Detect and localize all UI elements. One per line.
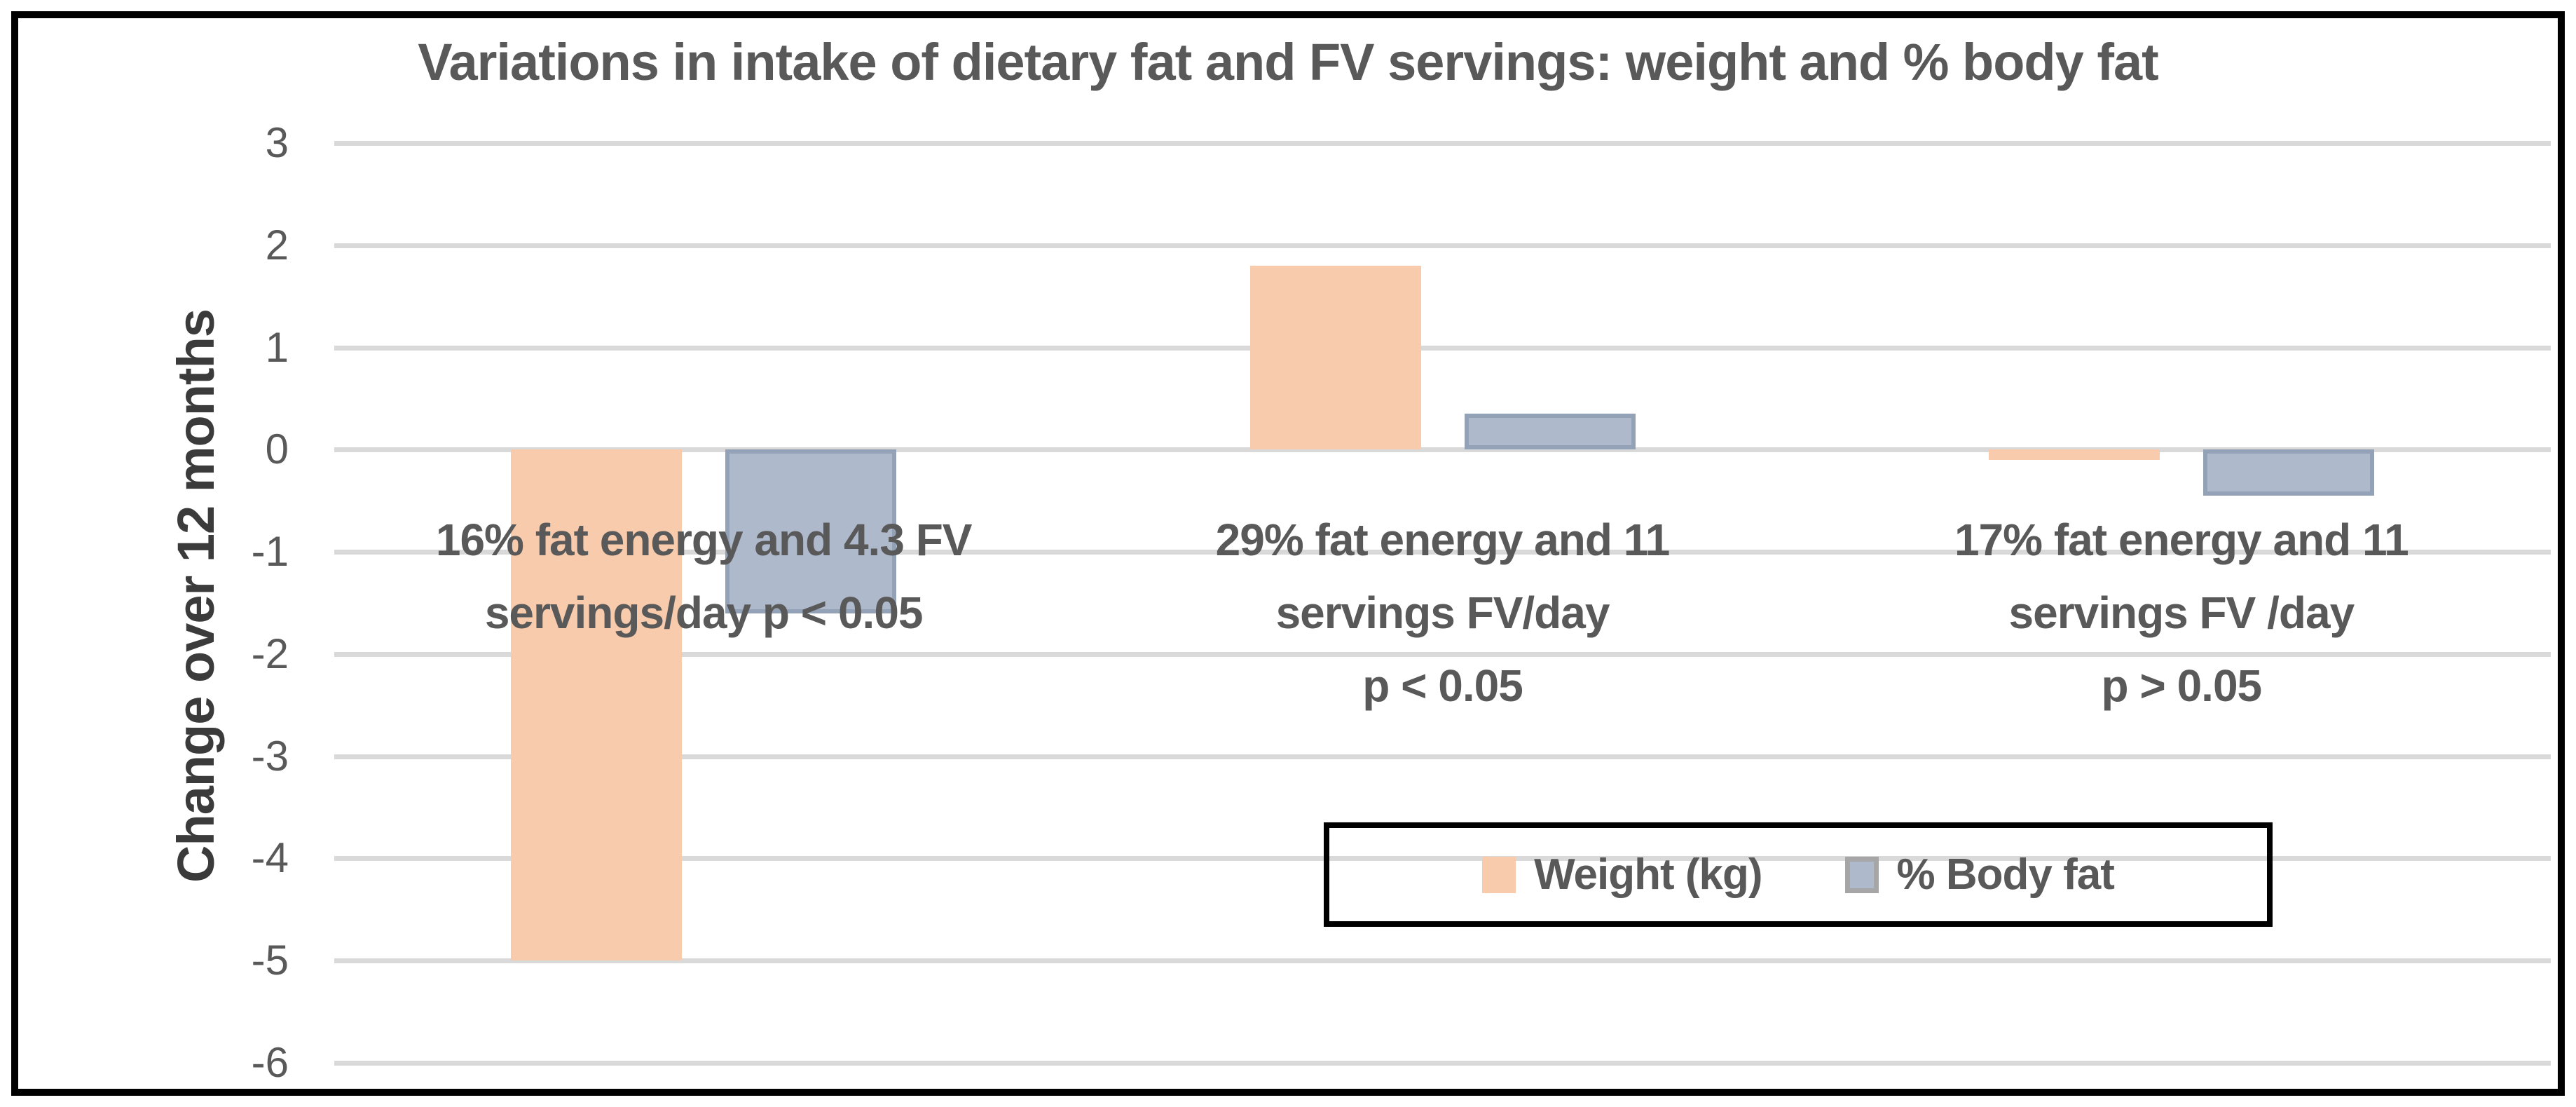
y-tick-label: -4 (251, 834, 289, 882)
legend-swatch-icon (1844, 856, 1879, 893)
bar--body-fat-group-3 (2202, 449, 2374, 496)
y-tick-label: -1 (251, 528, 289, 576)
gridline-y--1 (334, 550, 2551, 555)
legend-label: Weight (kg) (1534, 850, 1762, 899)
bar--body-fat-group-2 (1464, 414, 1636, 450)
y-tick-label: 0 (265, 426, 289, 473)
gridline-y-3 (334, 141, 2551, 146)
gridline-y--6 (334, 1061, 2551, 1066)
gridline-y-0 (334, 447, 2551, 453)
gridline-y--5 (334, 958, 2551, 964)
bar-weight-kg--group-3 (1988, 449, 2160, 460)
gridline-y--3 (334, 754, 2551, 759)
category-label-1: 16% fat energy and 4.3 FV servings/day p… (435, 515, 973, 638)
y-tick-label: -2 (251, 630, 289, 677)
category-label-2: 29% fat energy and 11 servings FV/day p … (1215, 515, 1671, 711)
y-tick-label: 3 (265, 119, 289, 166)
bar-weight-kg--group-1 (511, 449, 683, 961)
y-tick-label: -3 (251, 732, 289, 780)
y-tick-label: 2 (265, 221, 289, 269)
legend-item--body-fat: % Body fat (1844, 850, 2115, 899)
legend-swatch-icon (1482, 856, 1516, 893)
gridline-y-2 (334, 243, 2551, 248)
legend-item-weight-kg-: Weight (kg) (1482, 850, 1763, 899)
y-tick-label: -6 (251, 1039, 289, 1086)
gridline-y-1 (334, 345, 2551, 351)
y-axis-title: Change over 12 months (167, 309, 225, 883)
gridline-y--4 (334, 856, 2551, 862)
legend-label: % Body fat (1896, 850, 2115, 899)
y-tick-label: 1 (265, 323, 289, 371)
bar--body-fat-group-1 (725, 449, 897, 613)
plot-area: 16% fat energy and 4.3 FV servings/day p… (334, 141, 2551, 1066)
chart-title: Variations in intake of dietary fat and … (418, 33, 2159, 91)
chart-outer-frame (11, 11, 2565, 1096)
y-tick-label: -5 (251, 937, 289, 984)
bar-weight-kg--group-2 (1249, 265, 1421, 450)
category-label-3: 17% fat energy and 11 servings FV /day p… (1954, 515, 2409, 711)
gridline-y--2 (334, 651, 2551, 657)
legend-box: Weight (kg) % Body fat (1324, 822, 2273, 927)
